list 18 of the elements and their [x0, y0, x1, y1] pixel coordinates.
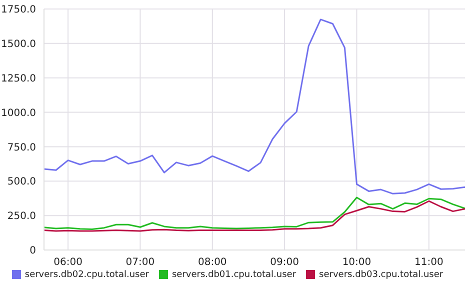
y-tick-label: 750.0	[7, 142, 36, 154]
x-tick-label: 11:00	[414, 257, 444, 268]
y-tick-label: 1500.0	[1, 38, 36, 50]
x-tick-label: 06:00	[54, 257, 82, 268]
y-tick-label: 500.0	[7, 176, 36, 188]
y-tick-label: 0	[30, 246, 36, 257]
line-series	[44, 18, 465, 194]
y-tick-label: 1000.0	[1, 108, 36, 119]
y-tick-label: 1250.0	[1, 73, 36, 84]
legend-label: servers.db01.cpu.total.user	[172, 270, 296, 280]
x-tick-label: 07:00	[126, 257, 155, 268]
x-tick-label: 09:00	[270, 257, 299, 268]
x-tick-label: 08:00	[198, 257, 227, 268]
legend-label: servers.db03.cpu.total.user	[319, 270, 444, 280]
x-tick-label: 10:00	[342, 257, 372, 268]
legend-label: servers.db02.cpu.total.user	[24, 270, 149, 280]
y-tick-label: 250.0	[7, 211, 36, 222]
y-tick-label: 1750.0	[1, 4, 36, 16]
